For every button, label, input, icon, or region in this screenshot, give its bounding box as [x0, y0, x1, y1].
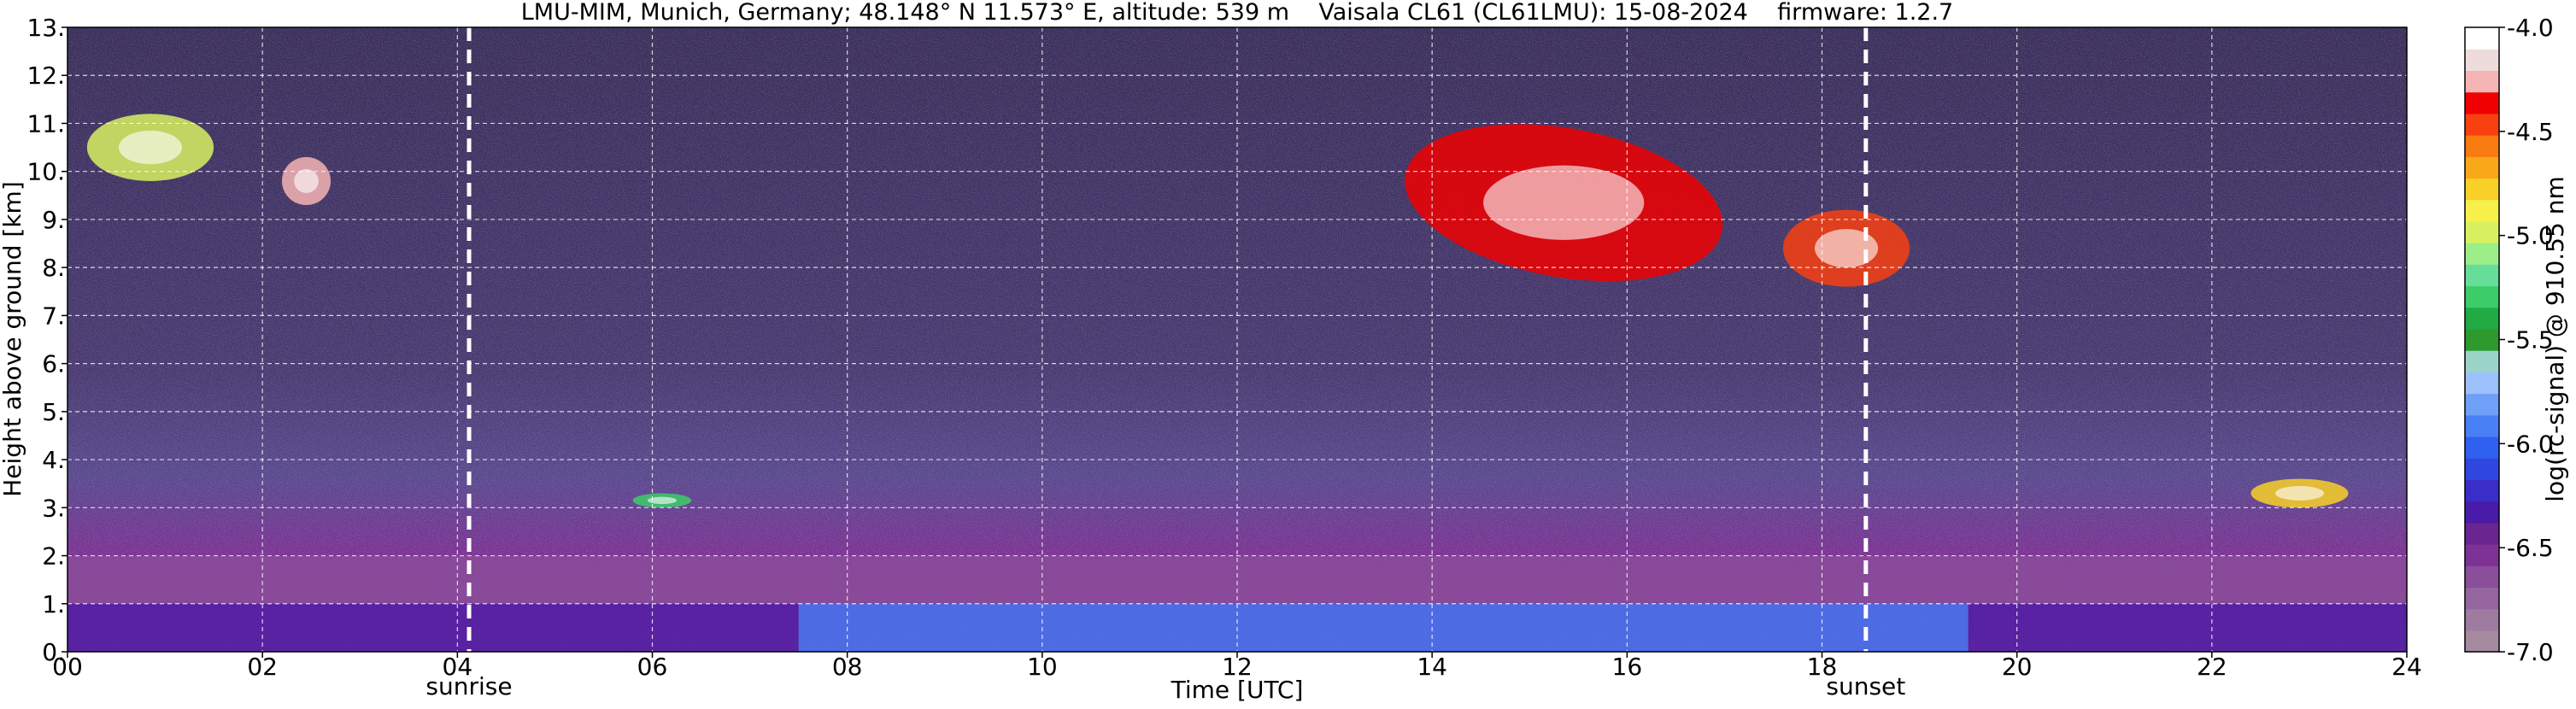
- colorbar-swatch: [2465, 608, 2499, 631]
- colorbar-swatch: [2465, 307, 2499, 330]
- feature-core-8: [2274, 486, 2325, 501]
- x-tick-label: 22: [2197, 653, 2227, 681]
- colorbar-swatch: [2465, 135, 2499, 157]
- y-tick-label: 12.: [26, 62, 65, 90]
- colorbar-swatch: [2465, 91, 2499, 114]
- x-axis: 00 02 04 06 08 10 12 14 16 18 20 22 24: [52, 652, 2422, 681]
- colorbar-swatch: [2465, 264, 2499, 287]
- colorbar-tick-label: -5.5: [2507, 326, 2554, 354]
- colorbar-tick-label: -4.5: [2507, 118, 2554, 146]
- x-tick-label: 06: [637, 653, 668, 681]
- x-tick-label: 02: [247, 653, 278, 681]
- y-tick-label: 7.: [42, 302, 65, 330]
- y-tick-label: 6.: [42, 350, 65, 378]
- colorbar-swatch: [2465, 372, 2499, 395]
- colorbar-swatch: [2465, 630, 2499, 653]
- feature-mixed-layer-2: [798, 603, 1969, 652]
- y-tick-label: 1.: [42, 590, 65, 618]
- x-tick-label: 10: [1027, 653, 1058, 681]
- chart-title: LMU-MIM, Munich, Germany; 48.148° N 11.5…: [521, 0, 1954, 26]
- y-tick-label: 10.: [26, 158, 65, 186]
- feature-core-5: [1483, 165, 1645, 240]
- y-tick-label: 8.: [42, 254, 65, 282]
- y-tick-label: 0.: [42, 638, 65, 666]
- y-tick-label: 11.: [26, 109, 65, 138]
- x-tick-label: 16: [1612, 653, 1643, 681]
- y-tick-label: 9.: [42, 206, 65, 234]
- colorbar-swatch: [2465, 350, 2499, 372]
- sunrise-label: sunrise: [425, 672, 512, 700]
- colorbar-swatch: [2465, 178, 2499, 201]
- grid: [67, 27, 2407, 652]
- colorbar-swatch: [2465, 414, 2499, 437]
- y-tick-label: 4.: [42, 446, 65, 474]
- colorbar-swatch: [2465, 328, 2499, 351]
- colorbar-swatch: [2465, 27, 2499, 50]
- colorbar-swatch: [2465, 587, 2499, 610]
- feature-residual-layer-1: [67, 555, 2407, 604]
- colorbar-swatch: [2465, 70, 2499, 93]
- feature-core-6: [1814, 229, 1879, 268]
- colorbar-label: log(rc-signal) @ 910.55 nm: [2541, 176, 2569, 501]
- colorbar-swatch: [2465, 479, 2499, 502]
- x-tick-label: 14: [1417, 653, 1447, 681]
- colorbar-swatch: [2465, 156, 2499, 179]
- colorbar-tick-label: -4.0: [2507, 14, 2554, 42]
- y-axis-label: Height above ground [km]: [0, 181, 26, 497]
- x-tick-label: 08: [832, 653, 863, 681]
- colorbar-swatch: [2465, 220, 2499, 243]
- x-tick-label: 20: [2002, 653, 2033, 681]
- feature-core-4: [294, 168, 319, 193]
- x-tick-label: 12: [1222, 653, 1253, 681]
- x-tick-label: 00: [52, 653, 83, 681]
- y-axis: 0. 1. 2. 3. 4. 5. 6. 7. 8. 9. 10. 11. 12. 13.: [26, 14, 67, 666]
- colorbar-swatch: [2465, 49, 2499, 72]
- colorbar-swatch: [2465, 543, 2499, 566]
- colorbar: -7.0 -6.5 -6.0 -5.5 -5.0 -4.5 -4.0: [2464, 14, 2554, 666]
- event-markers: sunrise sunset: [425, 27, 1905, 700]
- y-tick-label: 2.: [42, 542, 65, 571]
- x-tick-label: 04: [443, 653, 473, 681]
- y-tick-label: 13.: [26, 14, 65, 42]
- colorbar-swatch: [2465, 501, 2499, 524]
- colorbar-swatch: [2465, 393, 2499, 416]
- feature-core-7: [647, 496, 678, 505]
- colorbar-tick-label: -5.0: [2507, 222, 2554, 250]
- x-tick-label: 24: [2391, 653, 2422, 681]
- colorbar-tick-label: -6.5: [2507, 534, 2554, 562]
- colorbar-swatch: [2465, 285, 2499, 308]
- colorbar-swatch: [2465, 458, 2499, 480]
- colorbar-swatch: [2465, 522, 2499, 545]
- colorbar-swatch: [2465, 113, 2499, 136]
- colorbar-swatch: [2465, 243, 2499, 265]
- colorbar-swatch: [2465, 199, 2499, 222]
- x-axis-label: Time [UTC]: [1171, 676, 1304, 704]
- x-tick-label: 18: [1807, 653, 1838, 681]
- colorbar-tick-label: -7.0: [2507, 638, 2554, 666]
- colorbar-swatch: [2465, 436, 2499, 459]
- colorbar-swatch: [2465, 565, 2499, 588]
- colorbar-tick-label: -6.0: [2507, 430, 2554, 458]
- feature-core-3: [118, 130, 183, 165]
- sunset-label: sunset: [1826, 672, 1905, 700]
- y-tick-label: 3.: [42, 494, 65, 522]
- y-tick-label: 5.: [42, 398, 65, 426]
